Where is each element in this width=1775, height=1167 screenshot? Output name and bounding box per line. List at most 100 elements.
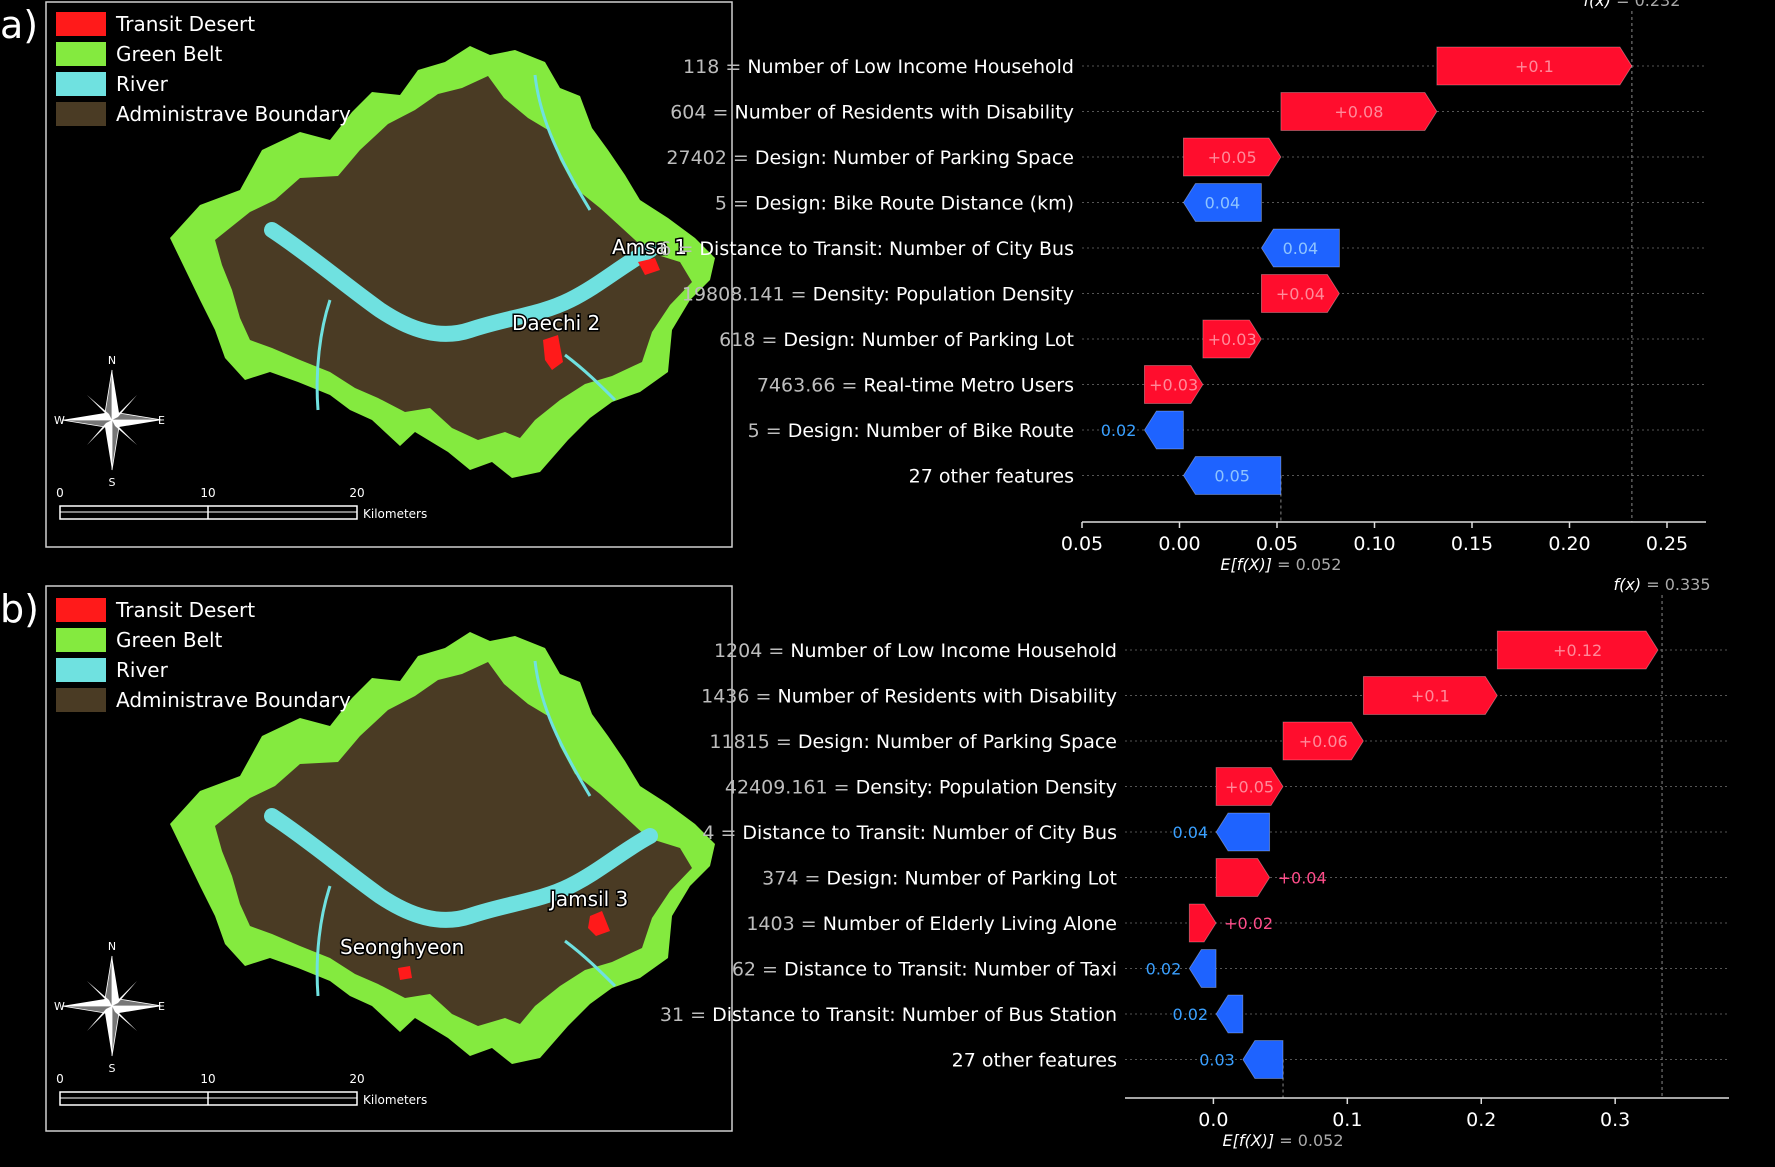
compass-south: S <box>109 1062 116 1075</box>
bar-value-label: +0.06 <box>1299 732 1348 751</box>
waterfall-chart-b: +0.12 1204 = Number of Low Income Househo… <box>660 575 1729 1150</box>
feature-name: Design: Number of Parking Lot <box>783 329 1074 351</box>
feature-name: Design: Number of Bike Route <box>788 420 1074 442</box>
feature-value: 1204 = <box>714 640 790 662</box>
feature-name: Number of Residents with Disability <box>777 686 1117 708</box>
scale-tick: 20 <box>349 486 364 500</box>
feature-label: 604 = Number of Residents with Disabilit… <box>670 102 1074 124</box>
shap-bar <box>1182 183 1262 222</box>
feature-label: 1403 = Number of Elderly Living Alone <box>746 913 1117 935</box>
shap-bar <box>1188 903 1217 943</box>
shap-bar <box>1188 949 1217 988</box>
bar-value-label: 0.03 <box>1199 1051 1235 1070</box>
feature-label: 27402 = Design: Number of Parking Space <box>666 147 1074 169</box>
compass-south: S <box>109 476 116 489</box>
river <box>264 222 658 342</box>
feature-value: 31 = <box>660 1004 712 1026</box>
compass-north: N <box>108 940 116 953</box>
bar-value-label: 0.02 <box>1101 421 1137 440</box>
map-panel-b: b) Jamsil 3 Seonghyeon Transit Desert Gre… <box>0 585 733 1132</box>
shap-bar <box>1242 1040 1284 1079</box>
x-tick-label: 0.0 <box>1198 1109 1228 1131</box>
feature-value: 5 = <box>715 193 755 215</box>
feature-label: 27 other features <box>952 1050 1117 1072</box>
bar-value-label: +0.05 <box>1208 148 1257 167</box>
x-tick-label: 0.3 <box>1600 1109 1630 1131</box>
administrative-boundary <box>215 662 692 1026</box>
feature-value: 42409.161 = <box>725 777 856 799</box>
feature-name: Design: Bike Route Distance (km) <box>755 193 1074 215</box>
shap-bar <box>1496 630 1659 670</box>
bar-value-label: +0.03 <box>1208 330 1257 349</box>
feature-name: Density: Population Density <box>856 777 1117 799</box>
bar-value-label: +0.1 <box>1515 57 1554 76</box>
feature-value: 5 = <box>748 420 788 442</box>
map-legend: Transit Desert Green Belt River Administrav… <box>56 598 351 712</box>
feature-name: Design: Number of Parking Space <box>798 731 1117 753</box>
map-panel-a: a) Amsa 1 Daechi 2 Transit Desert Green B… <box>0 1 733 548</box>
x-tick-label: 0.20 <box>1548 533 1590 555</box>
map-legend: Transit Desert Green Belt River Administrav… <box>56 12 351 126</box>
shap-bar <box>1183 137 1282 177</box>
feature-name: Number of Residents with Disability <box>734 102 1074 124</box>
administrative-boundary <box>215 76 692 440</box>
scale-tick: 0 <box>56 486 64 500</box>
legend-label: River <box>116 658 169 682</box>
x-tick-label: 0.00 <box>1158 533 1200 555</box>
feature-name: Distance to Transit: Number of City Bus <box>699 238 1074 260</box>
legend-label: Transit Desert <box>115 12 255 36</box>
feature-name: 27 other features <box>909 466 1074 488</box>
shap-bar <box>1143 410 1184 450</box>
waterfall-chart-a: +0.1 118 = Number of Low Income Household… <box>659 0 1706 574</box>
compass-west: W <box>54 1000 65 1013</box>
place-label: Seonghyeon <box>340 935 464 959</box>
feature-label: 19808.141 = Density: Population Density <box>682 284 1074 306</box>
x-tick-label: 0.2 <box>1466 1109 1496 1131</box>
x-tick-label: 0.25 <box>1646 533 1688 555</box>
feature-label: 374 = Design: Number of Parking Lot <box>762 868 1117 890</box>
compass-west: W <box>54 414 65 427</box>
feature-value: 6 = <box>659 238 699 260</box>
feature-label: 1436 = Number of Residents with Disabili… <box>701 686 1117 708</box>
feature-label: 5 = Design: Bike Route Distance (km) <box>715 193 1074 215</box>
ex-value: = 0.052 <box>1274 1131 1343 1150</box>
feature-label: 1204 = Number of Low Income Household <box>714 640 1117 662</box>
scale-tick: 10 <box>200 486 215 500</box>
scale-tick: 20 <box>349 1072 364 1086</box>
bar-value-label: +0.12 <box>1553 641 1602 660</box>
scale-bar: 0 10 20 Kilometers <box>56 486 427 521</box>
bar-value-label: +0.03 <box>1149 376 1198 395</box>
fx-value: = 0.335 <box>1641 575 1710 594</box>
place-label: Daechi 2 <box>512 311 600 335</box>
bar-value-label: +0.02 <box>1224 914 1273 933</box>
feature-value: 618 = <box>719 329 783 351</box>
feature-name: Density: Population Density <box>813 284 1074 306</box>
bar-value-label: +0.05 <box>1225 778 1274 797</box>
bar-value-label: 0.02 <box>1172 1005 1208 1024</box>
panel-label: b) <box>0 587 39 631</box>
feature-value: 7463.66 = <box>757 375 864 397</box>
compass-rose: N S E W <box>54 354 165 489</box>
legend-label: Administrave Boundary <box>116 688 351 712</box>
x-tick-label: 0.15 <box>1451 533 1493 555</box>
shap-bar <box>1261 274 1340 313</box>
x-tick-label: 0.05 <box>1061 533 1103 555</box>
legend-label: Administrave Boundary <box>116 102 351 126</box>
shap-bar <box>1215 767 1284 806</box>
legend-label: River <box>116 72 169 96</box>
feature-value: 11815 = <box>709 731 797 753</box>
seoul-map: Amsa 1 Daechi 2 <box>170 46 715 478</box>
shap-bar <box>1144 365 1204 404</box>
x-tick-label: 0.1 <box>1332 1109 1362 1131</box>
feature-value: 118 = <box>683 56 747 78</box>
legend-swatch <box>56 598 106 622</box>
shap-bar <box>1282 721 1364 761</box>
shap-bar <box>1182 456 1282 495</box>
feature-label: 6 = Distance to Transit: Number of City … <box>659 238 1074 260</box>
fx-symbol: f(x) <box>1583 0 1611 10</box>
feature-label: 4 = Distance to Transit: Number of City … <box>702 822 1117 844</box>
transit-desert-area <box>543 335 563 370</box>
transit-desert-area <box>638 258 660 275</box>
legend-swatch <box>56 688 106 712</box>
transit-desert-area <box>398 966 412 980</box>
